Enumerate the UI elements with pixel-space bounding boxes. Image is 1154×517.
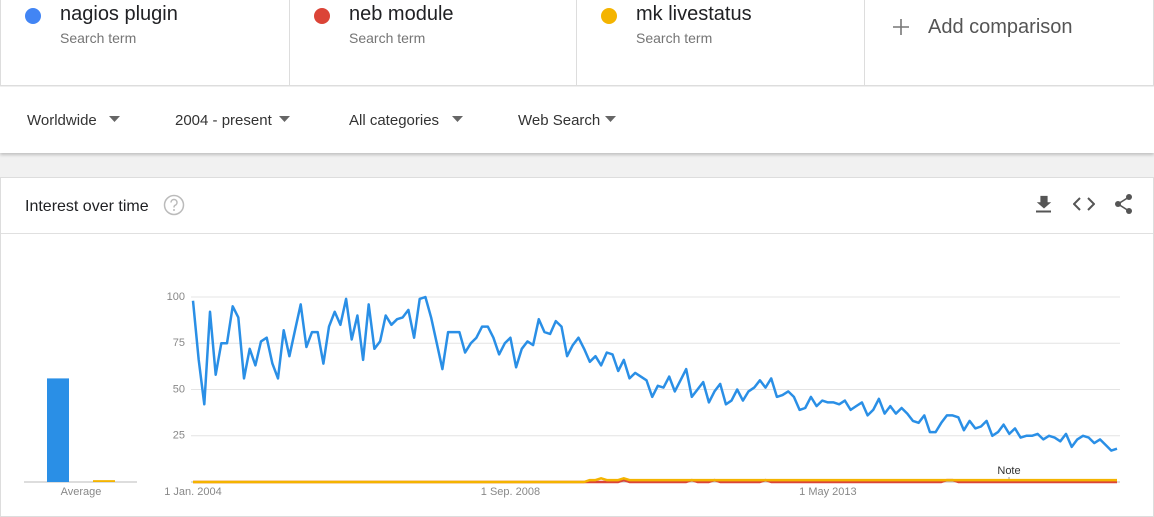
term-dot (314, 8, 330, 24)
filter-label: 2004 - present (175, 112, 272, 129)
filter[interactable]: Worldwide (27, 112, 120, 129)
dropdown-arrow (279, 116, 290, 122)
filter-label: Web Search (518, 112, 601, 129)
embed-icon[interactable] (1073, 197, 1095, 211)
dropdown-arrow (109, 116, 120, 122)
filter[interactable]: Web Search (518, 112, 616, 129)
plus-icon (893, 19, 909, 35)
term-subtitle: Search term (636, 30, 713, 46)
filter-bar: Worldwide 2004 - present All categories … (0, 87, 1154, 153)
filter-label: Worldwide (27, 112, 97, 129)
term-name: nagios plugin (60, 3, 178, 25)
add-comparison-label: Add comparison (928, 16, 1073, 38)
term-dot (601, 8, 617, 24)
term-name: neb module (349, 3, 454, 25)
term-dot (25, 8, 41, 24)
dropdown-arrow (605, 116, 616, 122)
dropdown-arrow (452, 116, 463, 122)
panel-title: Interest over time (25, 198, 149, 215)
term-subtitle: Search term (349, 30, 426, 46)
filter-label: All categories (349, 112, 440, 129)
filter[interactable]: All categories (349, 112, 463, 129)
add-comparison[interactable]: Add comparison (864, 0, 1154, 86)
term-subtitle: Search term (60, 30, 137, 46)
divider (1, 233, 1153, 234)
term-card[interactable]: nagios plugin Search term (0, 0, 290, 86)
term-card[interactable]: neb module Search term (289, 0, 577, 86)
panel: Interest over time (0, 177, 1154, 517)
term-card[interactable]: mk livestatus Search term (576, 0, 865, 86)
download-icon[interactable] (1035, 195, 1053, 213)
help-icon[interactable] (163, 194, 185, 216)
term-name: mk livestatus (636, 3, 752, 25)
filter[interactable]: 2004 - present (175, 112, 290, 129)
share-icon[interactable] (1114, 193, 1134, 215)
